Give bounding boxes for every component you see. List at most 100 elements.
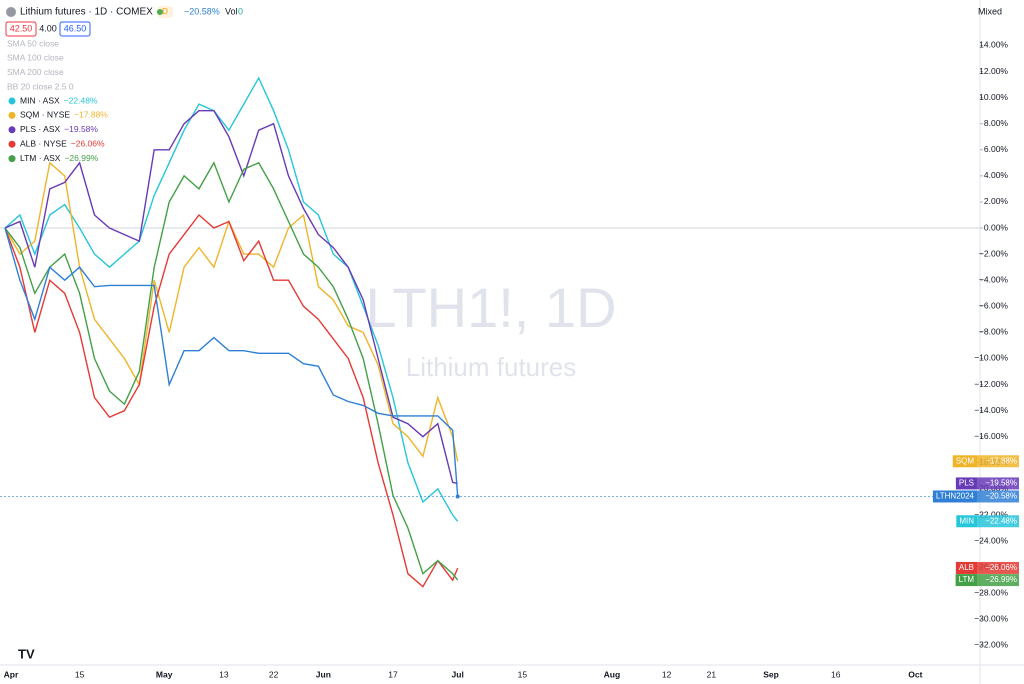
pill-name-bg (952, 455, 977, 468)
pill-name: MIN (959, 516, 974, 525)
y-tick-label: −12.00% (974, 379, 1008, 389)
legend-label[interactable]: PLS · ASX (20, 124, 60, 134)
legend-value: −26.99% (64, 153, 98, 163)
y-tick-label: 8.00% (984, 118, 1009, 128)
series-line (4, 213, 459, 588)
pill-value: −19.58% (985, 479, 1017, 488)
ask-box[interactable] (59, 21, 91, 37)
pill-value: −17.88% (985, 456, 1017, 465)
y-tick-label: 4.00% (984, 170, 1009, 180)
legend-label[interactable]: SQM · NYSE (20, 110, 70, 120)
x-tick-label: Apr (4, 669, 19, 679)
series-line (4, 161, 459, 581)
indicator-label[interactable]: BB 20 close 2.5 0 (7, 81, 74, 91)
series-line (4, 76, 459, 522)
legend-icon (8, 140, 16, 148)
x-tick-label: 15 (75, 669, 85, 679)
interval-badge: D (162, 7, 168, 16)
x-tick-label: 22 (269, 669, 279, 679)
y-tick-label: −28.00% (974, 588, 1008, 598)
x-tick-label: Jul (452, 669, 464, 679)
pill-value-bg (977, 455, 1019, 468)
legend-value: −26.06% (71, 138, 105, 148)
ask: 46.50 (64, 23, 87, 33)
y-tick-label: −22.00% (974, 509, 1008, 519)
scale-mode[interactable]: Mixed (978, 6, 1002, 16)
y-tick-label: −6.00% (979, 301, 1009, 311)
pill-name-bg (956, 515, 977, 528)
y-tick-label: 2.00% (984, 196, 1009, 206)
y-tick-label: 12.00% (979, 66, 1008, 76)
pill-name: ALB (959, 563, 974, 572)
pill-value: −20.58% (985, 492, 1017, 501)
pill-name: PLS (959, 479, 974, 488)
pill-value-bg (977, 515, 1019, 528)
pill-value: −22.48% (985, 516, 1017, 525)
legend-value: −19.58% (64, 124, 98, 134)
watermark-description: Lithium futures (406, 352, 577, 382)
legend-icon (8, 126, 16, 134)
legend-value: −22.48% (64, 95, 98, 105)
pill-value: −26.06% (985, 563, 1017, 572)
legend-icon (8, 97, 16, 105)
x-tick-label: Aug (604, 669, 621, 679)
y-tick-label: 6.00% (984, 144, 1009, 154)
watermark-symbol: LTH1!, 1D (365, 276, 616, 339)
y-tick-label: −32.00% (974, 640, 1008, 650)
pill-name: LTHN2024 (936, 492, 975, 501)
pill-name: LTM (959, 575, 975, 584)
x-tick-label: 13 (219, 669, 229, 679)
x-tick-label: 16 (831, 669, 841, 679)
bid-box[interactable] (5, 21, 37, 37)
y-tick-label: −14.00% (974, 405, 1008, 415)
logo: TV (18, 646, 35, 661)
pill-name-bg (955, 477, 977, 490)
vol-value: 0 (238, 6, 243, 16)
indicator-label[interactable]: SMA 100 close (7, 53, 64, 63)
pill-name-bg (955, 561, 977, 574)
status-dot (157, 9, 163, 15)
x-tick-label: Sep (763, 669, 779, 679)
x-tick-label: Oct (908, 669, 922, 679)
legend-value: −17.88% (74, 110, 108, 120)
indicator-label[interactable]: SMA 50 close (7, 38, 59, 48)
series-line (4, 110, 458, 485)
y-tick-label: −30.00% (974, 614, 1008, 624)
x-tick-label: 17 (388, 669, 398, 679)
pill-value-bg (977, 490, 1019, 503)
vol-label: Vol (225, 6, 238, 16)
series-line (4, 227, 459, 497)
pill-value-bg (977, 477, 1019, 490)
x-tick-label: Jun (316, 669, 331, 679)
legend-label[interactable]: LTM · ASX (20, 153, 61, 163)
pill-name-bg (932, 490, 977, 503)
pill-name-bg (955, 574, 977, 587)
badge-bg (157, 6, 173, 18)
pill-value-bg (977, 574, 1019, 587)
y-tick-label: 10.00% (979, 92, 1008, 102)
x-tick-label: May (156, 669, 173, 679)
x-tick-label: 12 (662, 669, 672, 679)
last-point (455, 494, 460, 499)
spread: 4.00 (39, 23, 57, 33)
header-title[interactable]: Lithium futures · 1D · COMEX (20, 7, 153, 18)
x-tick-label: 21 (707, 669, 717, 679)
y-tick-label: −8.00% (979, 327, 1009, 337)
pill-value-bg (977, 561, 1019, 574)
y-tick-label: −4.00% (979, 274, 1009, 284)
y-tick-label: 14.00% (979, 40, 1008, 50)
header-change: −20.58% (184, 6, 220, 16)
legend-icon (8, 111, 16, 119)
pill-value: −26.99% (985, 575, 1017, 584)
legend-label[interactable]: MIN · ASX (20, 95, 60, 105)
legend-icon (8, 155, 16, 163)
bid: 42.50 (10, 23, 33, 33)
legend-label[interactable]: ALB · NYSE (20, 138, 67, 148)
indicator-label[interactable]: SMA 200 close (7, 67, 64, 77)
y-tick-label: −2.00% (979, 248, 1009, 258)
y-tick-label: −16.00% (974, 431, 1008, 441)
series-line (4, 161, 459, 462)
